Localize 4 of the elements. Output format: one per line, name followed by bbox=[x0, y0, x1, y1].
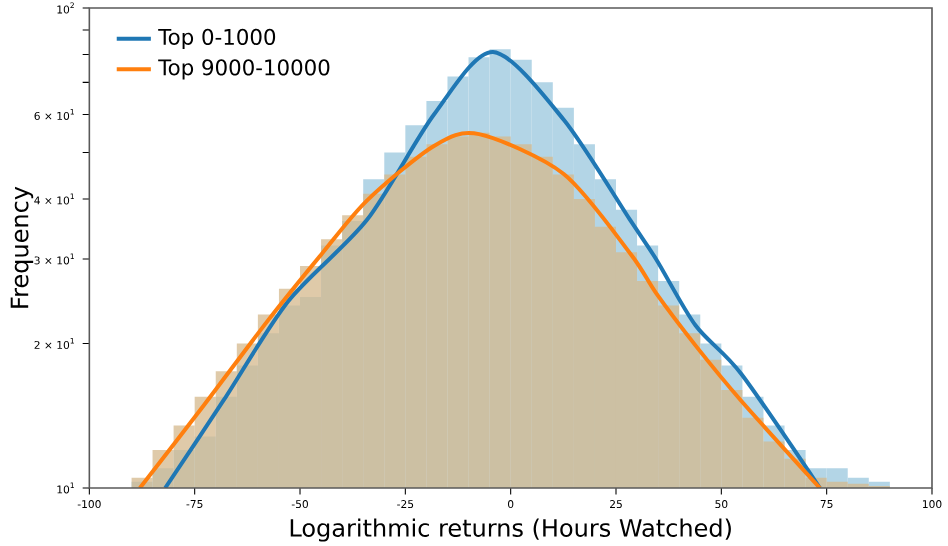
x-axis-title: Logarithmic returns (Hours Watched) bbox=[290, 518, 731, 542]
y-axis-title: Frequency bbox=[10, 186, 34, 308]
legend-label: Top 9000-10000 bbox=[158, 59, 330, 80]
legend-label: Top 0-1000 bbox=[158, 28, 276, 50]
